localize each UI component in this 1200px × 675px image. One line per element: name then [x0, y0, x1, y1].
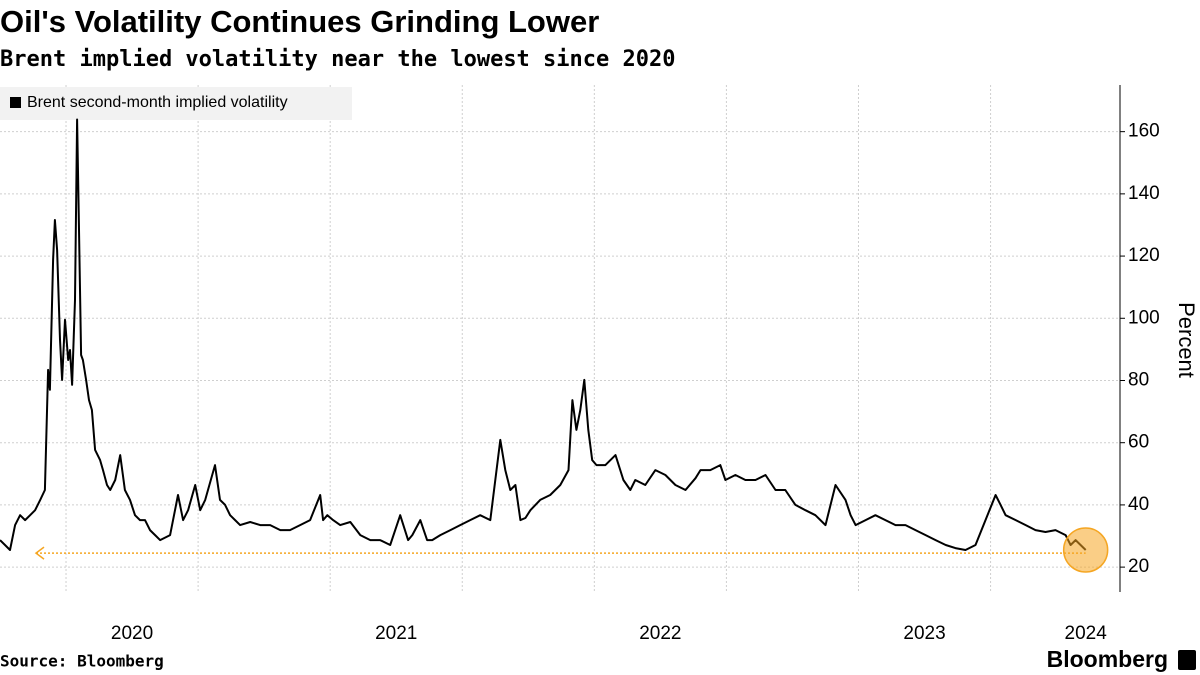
y-axis-label: Percent [1174, 302, 1199, 378]
y-tick-label: 80 [1128, 370, 1149, 391]
legend-swatch [10, 97, 21, 108]
logo: Bloomberg [1047, 646, 1168, 672]
y-tick-label: 160 [1128, 121, 1160, 142]
highlight-circle [1062, 527, 1109, 573]
legend-box [0, 87, 352, 120]
line-series [0, 118, 1087, 551]
y-tick-label: 20 [1128, 556, 1149, 577]
x-tick-label: 2020 [111, 623, 153, 644]
y-tick-label: 100 [1128, 307, 1160, 328]
y-tick-label: 140 [1128, 183, 1160, 204]
source: Source: Bloomberg [0, 652, 164, 671]
y-tick-label: 60 [1128, 432, 1149, 453]
chart-subtitle: Brent implied volatility near the lowest… [0, 47, 676, 72]
x-tick-label: 2021 [375, 623, 417, 644]
y-tick-label: 40 [1128, 494, 1149, 515]
legend-label: Brent second-month implied volatility [27, 94, 288, 111]
logo-icon [1178, 650, 1196, 670]
x-tick-label: 2022 [639, 623, 681, 644]
x-tick-label: 2023 [903, 623, 945, 644]
y-tick-label: 120 [1128, 245, 1160, 266]
highlight-arrow [34, 546, 45, 560]
x-tick-label: 2024 [1065, 623, 1108, 644]
chart-title: Oil's Volatility Continues Grinding Lowe… [0, 4, 599, 39]
